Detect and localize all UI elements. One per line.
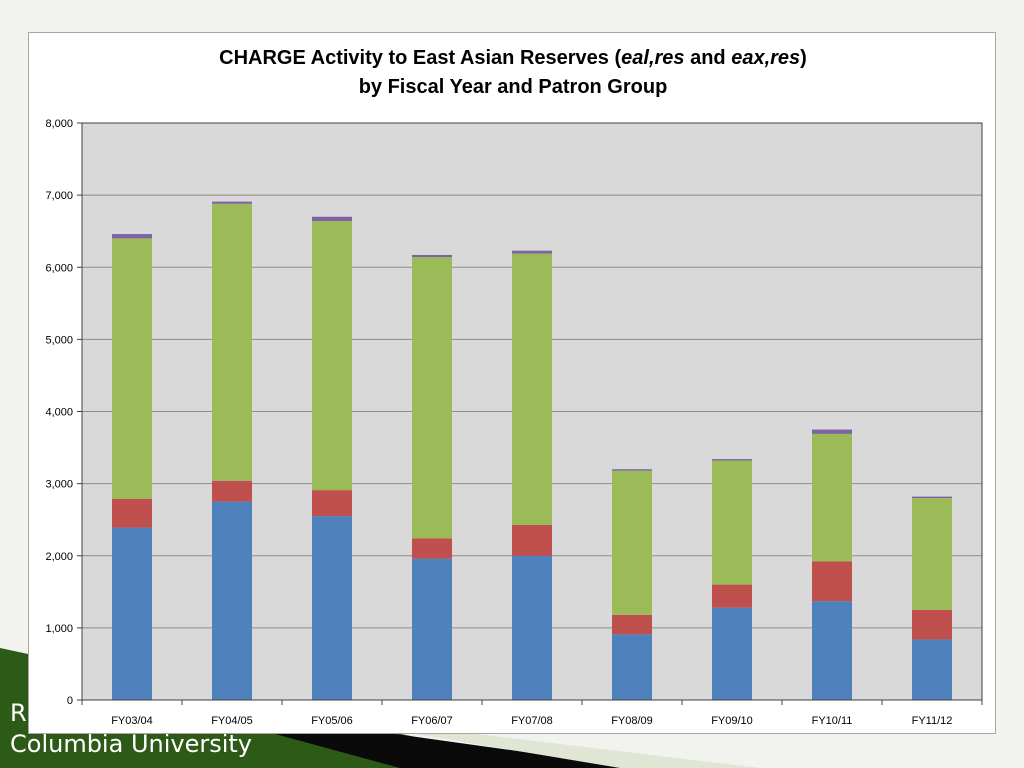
bar-segment [412, 254, 452, 258]
chart-title-part: and [684, 47, 732, 69]
bar-segment [212, 203, 252, 481]
bar-segment [812, 561, 852, 602]
bar-segment [212, 501, 252, 700]
x-tick-label: FY03/04 [111, 715, 153, 727]
y-tick-label: 8,000 [45, 118, 73, 130]
bar-segment [212, 201, 252, 204]
bar-segment [112, 238, 152, 499]
bar-segment [512, 524, 552, 556]
y-tick-label: 1,000 [45, 623, 73, 635]
y-tick-label: 2,000 [45, 551, 73, 563]
bar-segment [612, 470, 652, 615]
bar-segment [412, 257, 452, 539]
bar-segment [712, 459, 752, 461]
bar-segment [512, 253, 552, 525]
bar-segment [812, 433, 852, 562]
bar-segment [712, 460, 752, 585]
bar-segment [412, 558, 452, 700]
footer-initial-text: R [10, 699, 27, 727]
bar-segment [712, 607, 752, 700]
x-tick-label: FY05/06 [311, 715, 353, 727]
y-tick-label: 4,000 [45, 407, 73, 419]
x-tick-label: FY08/09 [611, 715, 653, 727]
plot-border [81, 122, 983, 701]
x-tick-label: FY07/08 [511, 715, 553, 727]
bar-segment [212, 480, 252, 502]
bar-segment [112, 234, 152, 239]
chart-title-part: eax,res [731, 47, 801, 69]
stacked-bar-chart: 0 1,000 2,000 3,000 4,000 5,000 6,000 7,000 8,00… [45, 118, 983, 727]
chart-title-part: eal,res [621, 47, 685, 69]
chart-title-part: CHARGE Activity to East Asian Reserves ( [219, 47, 622, 69]
chart-title: CHARGE Activity to East Asian Reserves (… [29, 44, 997, 102]
bar-segment [512, 250, 552, 254]
bar-segment [612, 469, 652, 471]
bar-segment [912, 496, 952, 499]
chart-title-line: CHARGE Activity to East Asian Reserves (… [29, 44, 997, 73]
bar-segment [112, 498, 152, 528]
bar-segment [312, 221, 352, 491]
x-tick-label: FY11/12 [912, 715, 953, 727]
footer-organization-text: Columbia University [10, 730, 253, 758]
bar-segment [412, 538, 452, 559]
y-tick-label: 6,000 [45, 262, 73, 274]
y-tick-label: 7,000 [45, 190, 73, 202]
bar-segment [612, 634, 652, 700]
chart-title-part: ) [800, 47, 807, 69]
chart-panel: CHARGE Activity to East Asian Reserves (… [28, 32, 996, 734]
x-tick-label: FY10/11 [812, 715, 853, 727]
chart-subtitle: by Fiscal Year and Patron Group [358, 76, 668, 98]
y-tick-label: 5,000 [45, 334, 73, 346]
bar-segment [312, 490, 352, 517]
x-tick-label: FY09/10 [711, 715, 753, 727]
y-tick-label: 3,000 [45, 479, 73, 491]
bar-segment [912, 609, 952, 640]
x-tick-label: FY06/07 [411, 715, 453, 727]
bar-segment [712, 584, 752, 608]
bar-segment [612, 614, 652, 635]
bar-segment [312, 216, 352, 222]
y-tick-label: 0 [67, 695, 73, 707]
bar-segment [912, 498, 952, 610]
bar-segment [112, 527, 152, 700]
bar-segment [812, 601, 852, 700]
bar-segment [312, 516, 352, 700]
bar-segment [912, 639, 952, 700]
bar-segment [812, 429, 852, 434]
x-tick-label: FY04/05 [211, 715, 253, 727]
bar-segment [512, 555, 552, 700]
